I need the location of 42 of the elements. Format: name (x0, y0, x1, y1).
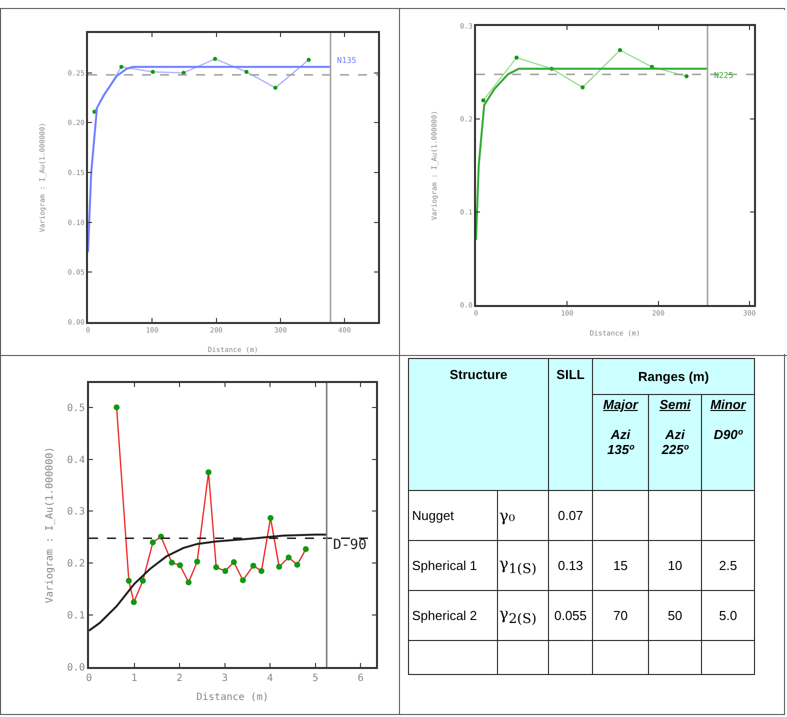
x-tick-label: 6 (358, 673, 364, 684)
text: Minor (710, 397, 746, 412)
text: 15 (592, 540, 649, 590)
y-axis-title: Variogram : I_Au(1.000000) (44, 446, 56, 604)
text: 0.055 (548, 590, 593, 640)
text: Semi (659, 397, 691, 412)
x-tick-label: 5 (312, 673, 318, 684)
x-tick-label: 2 (176, 673, 183, 684)
x-tick-label: 0 (86, 673, 92, 684)
text: Major (603, 397, 638, 412)
y-tick-label: 0.5 (66, 402, 85, 414)
text: γ$_{2(S)}$ (498, 590, 549, 640)
text: Nugget (408, 490, 498, 540)
text: Spherical 1 (408, 540, 498, 590)
text: Structure (450, 367, 508, 382)
y-tick-label: 0.1 (66, 610, 85, 622)
text: 5.0 (702, 590, 755, 640)
y-tick-label: 0.2 (66, 558, 85, 570)
y-tick-label: 0.4 (66, 454, 85, 466)
series-label: N225 (714, 71, 734, 80)
text: Spherical 2 (408, 590, 498, 640)
text: γ₀ (498, 490, 549, 540)
x-tick-label: 3 (222, 673, 228, 684)
text: 0.13 (548, 540, 593, 590)
text: Ranges (m) (638, 369, 709, 384)
text: 10 (648, 540, 702, 590)
y-tick-label: 0.0 (66, 662, 85, 674)
text: 2.5 (702, 540, 755, 590)
text: Azi 135º (607, 427, 634, 457)
x-tick-label: 1 (131, 673, 138, 684)
series-label: N135 (337, 56, 356, 65)
text: 70 (592, 590, 649, 640)
x-tick-label: 4 (267, 673, 274, 684)
y-tick-label: 0.3 (66, 506, 85, 518)
x-axis-title: Distance (m) (196, 692, 269, 703)
text: 0.07 (548, 490, 593, 540)
text: 50 (648, 590, 702, 640)
series-label: D-90 (333, 537, 367, 553)
text: γ$_{1(S)}$ (498, 540, 549, 590)
text: SILL (556, 367, 585, 382)
text: Azi 225º (662, 427, 688, 457)
text: D90º (714, 427, 742, 442)
